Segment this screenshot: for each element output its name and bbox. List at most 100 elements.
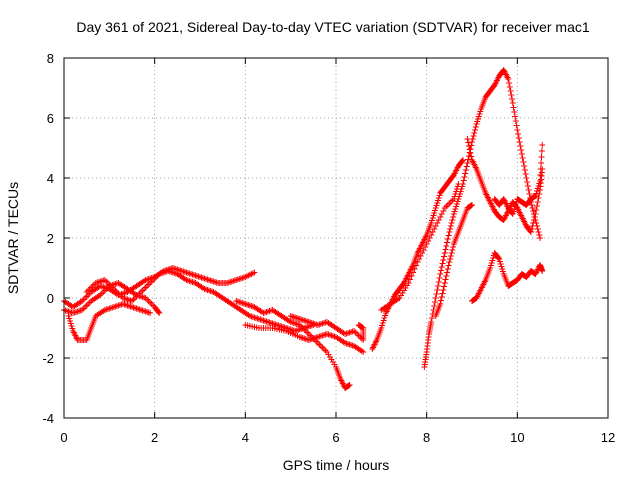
data-point [518,151,525,157]
data-point [428,319,435,325]
data-point [462,167,469,173]
series-track-l [469,250,546,304]
y-tick-label: 0 [47,291,54,306]
data-point [537,178,543,184]
data-point [472,127,479,133]
y-tick-label: 2 [47,231,54,246]
data-point [410,269,417,276]
data-point [155,309,162,315]
data-point [85,301,92,307]
data-point [85,287,92,294]
data-points [61,67,546,391]
data-point [405,280,412,286]
data-point [462,170,469,177]
data-point [519,155,526,161]
data-point [442,246,449,253]
data-point [530,217,537,223]
data-point [461,174,468,180]
data-point [533,203,540,209]
data-point [138,289,145,295]
data-point [471,130,478,136]
y-tick-label: -4 [42,411,54,426]
data-point [465,143,472,149]
data-point [449,217,456,223]
data-point [527,229,534,235]
data-point [447,256,454,262]
data-point [529,205,536,211]
data-point [142,284,149,291]
data-point [438,297,445,304]
series-track-n [432,202,475,319]
data-point [514,127,521,133]
data-point [428,315,435,321]
data-point [147,280,154,286]
data-point [129,298,135,304]
data-point [444,202,451,208]
data-point [147,310,154,316]
series-track-f [242,322,367,355]
data-point [512,113,519,120]
y-axis-ticks: -4 -2 0 2 4 6 8 [42,51,608,426]
data-point [101,277,108,283]
data-point [521,163,528,169]
data-point [346,382,353,388]
y-tick-label: 8 [47,51,54,66]
data-point [444,236,451,242]
data-point [437,301,444,307]
data-point [446,229,453,235]
data-point [147,299,154,306]
series-track-c [65,301,154,343]
data-point [515,131,522,137]
data-point [440,208,447,214]
data-point [449,247,456,253]
data-point [438,267,445,274]
data-point [537,166,544,172]
data-point [142,295,149,301]
data-point [431,299,438,305]
data-point [539,142,546,148]
data-point [538,160,545,166]
data-point [446,259,453,265]
data-point [469,202,475,208]
data-point [445,262,452,269]
data-point [460,177,467,184]
data-point [83,302,90,309]
x-axis-ticks: 0 2 4 6 8 10 12 [60,58,615,445]
y-tick-label: 4 [47,171,54,186]
data-point [100,289,107,295]
data-point [447,223,454,229]
data-point [525,187,532,193]
data-point [82,295,89,301]
data-point [156,310,163,316]
data-point [441,280,448,286]
data-point [443,203,450,210]
data-point [526,191,533,197]
data-point [441,283,448,290]
data-point [515,135,522,141]
data-point [443,273,450,279]
data-point [438,294,445,300]
data-point [148,301,155,307]
data-point [529,223,536,229]
y-tick-label: -2 [42,351,54,366]
data-point [533,207,540,213]
data-point [535,195,542,201]
data-point [508,92,515,98]
data-point [320,346,327,352]
series-track-m [491,142,546,217]
data-point [528,226,535,232]
data-point [433,291,440,297]
grid [64,58,608,418]
data-point [530,220,537,226]
data-point [413,262,420,269]
data-point [139,287,146,294]
data-point [446,200,453,207]
data-point [447,253,454,259]
data-point [524,183,531,189]
data-point [448,220,455,226]
data-point [459,158,466,164]
data-point [465,139,472,146]
data-point [448,250,455,256]
data-point [411,266,418,272]
data-point [408,273,415,279]
